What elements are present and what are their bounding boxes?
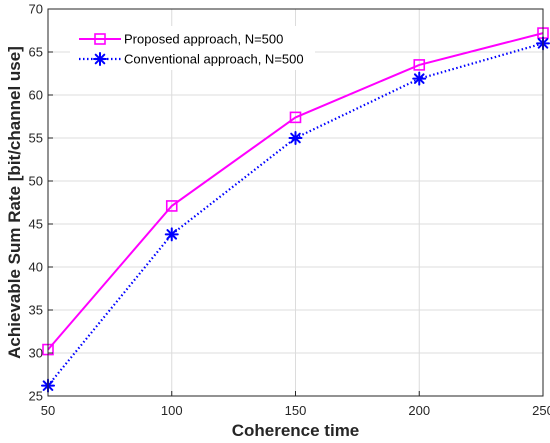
legend-marker-glyph (94, 33, 106, 45)
data-point-conventional (164, 227, 179, 242)
x-axis-label: Coherence time (232, 421, 360, 440)
marker-stroke (94, 53, 106, 65)
x-tick-label: 150 (285, 403, 307, 418)
y-tick-label: 45 (29, 217, 43, 232)
data-point-proposed (413, 59, 426, 71)
y-tick-label: 50 (29, 174, 43, 189)
y-tick-label: 30 (29, 346, 43, 361)
marker-stroke (166, 229, 178, 240)
y-tick-label: 65 (29, 45, 43, 60)
data-point-proposed (289, 111, 302, 124)
series-layer (41, 27, 550, 393)
x-tick-label: 250 (532, 403, 550, 418)
x-tick-label: 200 (408, 403, 430, 418)
marker-stroke (290, 132, 301, 144)
y-tick-label: 70 (29, 2, 43, 17)
y-tick-label: 35 (29, 303, 43, 318)
legend-marker-proposed (94, 33, 106, 45)
legend-label-conventional: Conventional approach, N=500 (124, 52, 304, 67)
legend-box (70, 26, 315, 70)
y-tick-label: 60 (29, 88, 43, 103)
y-tick-label: 40 (29, 260, 43, 275)
data-point-proposed (165, 200, 178, 212)
legend-marker-glyph (93, 52, 107, 66)
y-tick-label: 25 (29, 389, 43, 404)
x-tick-label: 100 (161, 403, 183, 418)
series-proposed (42, 27, 549, 356)
legend-entry-conventional: Conventional approach, N=500 (79, 52, 304, 67)
y-axis-label: Achievable Sum Rate [bit/channel use] (5, 46, 24, 359)
legend: Proposed approach, N=500 Conventional ap… (70, 26, 315, 70)
series-line-proposed (47, 32, 544, 351)
marker-stroke (413, 73, 425, 84)
x-tick-label: 50 (41, 403, 55, 418)
y-tick-label: 55 (29, 131, 43, 146)
legend-entry-proposed: Proposed approach, N=500 (79, 32, 283, 47)
legend-marker-conventional (93, 52, 107, 66)
data-point-conventional (412, 71, 427, 86)
legend-label-proposed: Proposed approach, N=500 (124, 32, 283, 47)
ticks: 50 100 150 200 250 25 30 35 40 45 50 55 60 65 70 (29, 2, 550, 419)
data-point-conventional (288, 131, 303, 145)
